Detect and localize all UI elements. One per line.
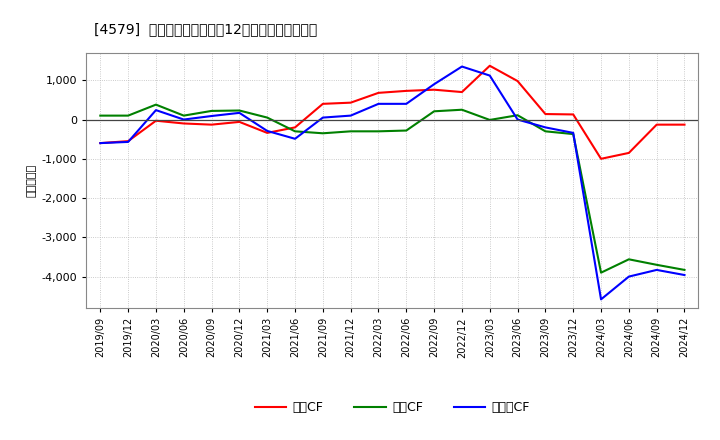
投資CF	[207, 108, 216, 114]
投資CF	[235, 108, 243, 113]
フリーCF	[346, 113, 355, 118]
営業CF	[124, 139, 132, 144]
フリーCF	[680, 272, 689, 278]
営業CF	[263, 130, 271, 136]
投資CF	[624, 257, 633, 262]
営業CF	[318, 101, 327, 106]
営業CF	[597, 156, 606, 161]
フリーCF	[652, 267, 661, 272]
営業CF	[624, 150, 633, 156]
営業CF	[485, 63, 494, 68]
Legend: 営業CF, 投資CF, フリーCF: 営業CF, 投資CF, フリーCF	[250, 396, 535, 419]
営業CF	[291, 125, 300, 130]
営業CF	[541, 111, 550, 117]
Y-axis label: （百万円）: （百万円）	[26, 164, 36, 197]
Line: フリーCF: フリーCF	[100, 66, 685, 299]
フリーCF	[430, 81, 438, 87]
投資CF	[152, 102, 161, 107]
営業CF	[235, 119, 243, 125]
フリーCF	[124, 139, 132, 145]
フリーCF	[541, 125, 550, 130]
フリーCF	[458, 64, 467, 69]
営業CF	[346, 100, 355, 105]
投資CF	[680, 267, 689, 272]
営業CF	[680, 122, 689, 127]
営業CF	[513, 78, 522, 84]
営業CF	[569, 112, 577, 117]
Line: 営業CF: 営業CF	[100, 66, 685, 159]
投資CF	[513, 113, 522, 118]
フリーCF	[207, 114, 216, 119]
フリーCF	[597, 297, 606, 302]
投資CF	[179, 113, 188, 118]
フリーCF	[179, 117, 188, 122]
投資CF	[96, 113, 104, 118]
営業CF	[652, 122, 661, 127]
フリーCF	[235, 110, 243, 116]
投資CF	[485, 117, 494, 123]
フリーCF	[263, 128, 271, 134]
営業CF	[207, 122, 216, 127]
フリーCF	[485, 73, 494, 78]
投資CF	[263, 115, 271, 120]
Line: 投資CF: 投資CF	[100, 105, 685, 273]
投資CF	[124, 113, 132, 118]
Text: [4579]  キャッシュフローの12か月移動合計の推移: [4579] キャッシュフローの12か月移動合計の推移	[94, 22, 317, 36]
投資CF	[541, 128, 550, 134]
営業CF	[179, 121, 188, 126]
投資CF	[597, 270, 606, 275]
営業CF	[458, 89, 467, 95]
フリーCF	[374, 101, 383, 106]
営業CF	[402, 88, 410, 94]
投資CF	[374, 128, 383, 134]
フリーCF	[152, 107, 161, 113]
投資CF	[402, 128, 410, 133]
投資CF	[652, 262, 661, 268]
投資CF	[458, 107, 467, 112]
営業CF	[374, 90, 383, 95]
営業CF	[430, 87, 438, 92]
投資CF	[569, 132, 577, 137]
投資CF	[346, 128, 355, 134]
営業CF	[96, 140, 104, 146]
営業CF	[152, 118, 161, 123]
フリーCF	[291, 136, 300, 141]
投資CF	[430, 109, 438, 114]
フリーCF	[96, 140, 104, 146]
フリーCF	[318, 115, 327, 120]
フリーCF	[569, 130, 577, 136]
フリーCF	[513, 117, 522, 122]
投資CF	[318, 131, 327, 136]
フリーCF	[624, 274, 633, 279]
フリーCF	[402, 101, 410, 106]
投資CF	[291, 128, 300, 134]
